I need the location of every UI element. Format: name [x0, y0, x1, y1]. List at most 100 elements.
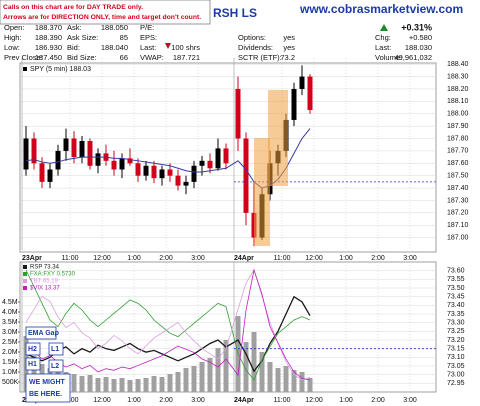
volume-bar: [111, 379, 117, 392]
field-value: +0.31%: [401, 22, 432, 32]
annotation-box: [48, 359, 64, 373]
candle-body: [23, 138, 29, 170]
field-value: 188.030: [405, 43, 432, 52]
y-tick-label: 73.55: [447, 276, 465, 283]
field-label: Dividends:: [238, 43, 273, 52]
y-tick-label: 73.10: [447, 354, 465, 361]
y-tick-label: 187.50: [447, 173, 469, 180]
candle-body: [151, 165, 157, 179]
volume-tick-label: 1.0M: [2, 369, 18, 376]
x-tick-label: 3:00: [403, 255, 417, 262]
y-tick-label: 188.00: [447, 111, 469, 118]
volume-bar: [207, 358, 213, 392]
x-tick-label: 1:00: [339, 397, 353, 404]
x-tick-label: 1:00: [339, 255, 353, 262]
volume-bar: [299, 372, 305, 392]
volume-tick-label: 4.5M: [2, 299, 18, 306]
field-label: Last:: [140, 43, 156, 52]
x-tick-label: 3:00: [191, 255, 205, 262]
x-tick-label: 12:00: [305, 397, 323, 404]
field-value: 188.390: [35, 33, 62, 42]
y-tick-label: 73.30: [447, 320, 465, 327]
candle-body: [95, 153, 101, 166]
legend-swatch: [23, 279, 27, 283]
field-label: Chg:: [375, 33, 391, 42]
volume-bar: [183, 368, 189, 392]
x-tick-label: 2:00: [371, 397, 385, 404]
volume-tick-label: 1.5M: [2, 359, 18, 366]
candle-body: [39, 163, 45, 182]
volume-bar: [243, 342, 249, 392]
legend-swatch: [23, 272, 27, 276]
annotation: BE HERE.: [29, 391, 62, 398]
field-label: Options:: [238, 33, 266, 42]
candle-body: [191, 165, 197, 182]
field-value: 66: [120, 53, 128, 62]
field-label: VWAP:: [140, 53, 164, 62]
field-label: Prev Close:: [4, 53, 43, 62]
y-tick-label: 187.40: [447, 185, 469, 192]
legend-label: $VIX 13.37: [30, 286, 60, 292]
field-value: yes: [283, 43, 295, 52]
legend-swatch: [23, 67, 27, 71]
y-tick-label: 73.45: [447, 294, 465, 301]
volume-bar: [251, 332, 257, 392]
series-line: [25, 268, 311, 381]
volume-bar: [71, 374, 77, 392]
highlight-box: [268, 90, 288, 186]
x-tick-label: 23Apr: [22, 255, 42, 262]
x-tick-label: 12:00: [93, 397, 111, 404]
y-tick-label: 73.20: [447, 337, 465, 344]
chart-title: SPY (5 min) 188.03: [30, 66, 91, 73]
candle-body: [215, 148, 221, 169]
y-tick-label: 73.40: [447, 302, 465, 309]
highlight-box: [254, 138, 270, 246]
y-tick-label: 73.50: [447, 285, 465, 292]
field-value: 186.930: [35, 43, 62, 52]
legend-swatch: [23, 265, 27, 269]
field-label: P/E:: [140, 23, 154, 32]
annotation-box: [25, 373, 71, 403]
volume-bar: [127, 380, 133, 392]
field-value: 100 shrs: [171, 43, 200, 52]
x-tick-label: 11:00: [274, 255, 291, 262]
legend-label: TBT 65.19: [30, 279, 59, 285]
volume-tick-label: 4.0M: [2, 309, 18, 316]
x-tick-label: 2:00: [159, 397, 173, 404]
annotation-box: [25, 342, 41, 356]
candle-body: [159, 169, 165, 179]
y-tick-label: 73.25: [447, 328, 465, 335]
y-tick-label: 73.00: [447, 372, 465, 379]
y-tick-label: 188.10: [447, 98, 469, 105]
y-tick-label: 188.20: [447, 86, 469, 93]
y-tick-label: 73.60: [447, 268, 465, 275]
y-tick-label: 187.00: [447, 234, 469, 241]
y-tick-label: 188.40: [447, 61, 469, 68]
field-value: 188.040: [101, 43, 128, 52]
field-value: 188.370: [35, 23, 62, 32]
candle-body: [71, 138, 77, 158]
annotation: EMA Gap: [28, 330, 59, 337]
candle-body: [243, 138, 249, 213]
y-tick-label: 187.60: [447, 160, 469, 167]
volume-bar: [87, 375, 93, 392]
candle-body: [183, 181, 189, 186]
up-arrow-icon: [380, 24, 388, 31]
field-label: Bid:: [67, 43, 80, 52]
x-tick-label: 2:00: [159, 255, 173, 262]
y-tick-label: 187.70: [447, 148, 469, 155]
x-tick-label: 11:00: [62, 255, 79, 262]
candle-body: [207, 160, 213, 169]
y-tick-label: 187.20: [447, 210, 469, 217]
candle-body: [167, 169, 173, 176]
candle-body: [119, 158, 125, 170]
y-tick-label: 73.35: [447, 311, 465, 318]
y-tick-label: 187.10: [447, 222, 469, 229]
annotation: WE MIGHT: [29, 379, 65, 386]
annotation-box: [25, 326, 57, 340]
field-value: +0.580: [409, 33, 432, 42]
x-tick-label: 2:00: [371, 255, 385, 262]
field-label: EPS:: [140, 33, 157, 42]
field-label: Bid Size:: [67, 53, 97, 62]
volume-bar: [267, 362, 273, 392]
